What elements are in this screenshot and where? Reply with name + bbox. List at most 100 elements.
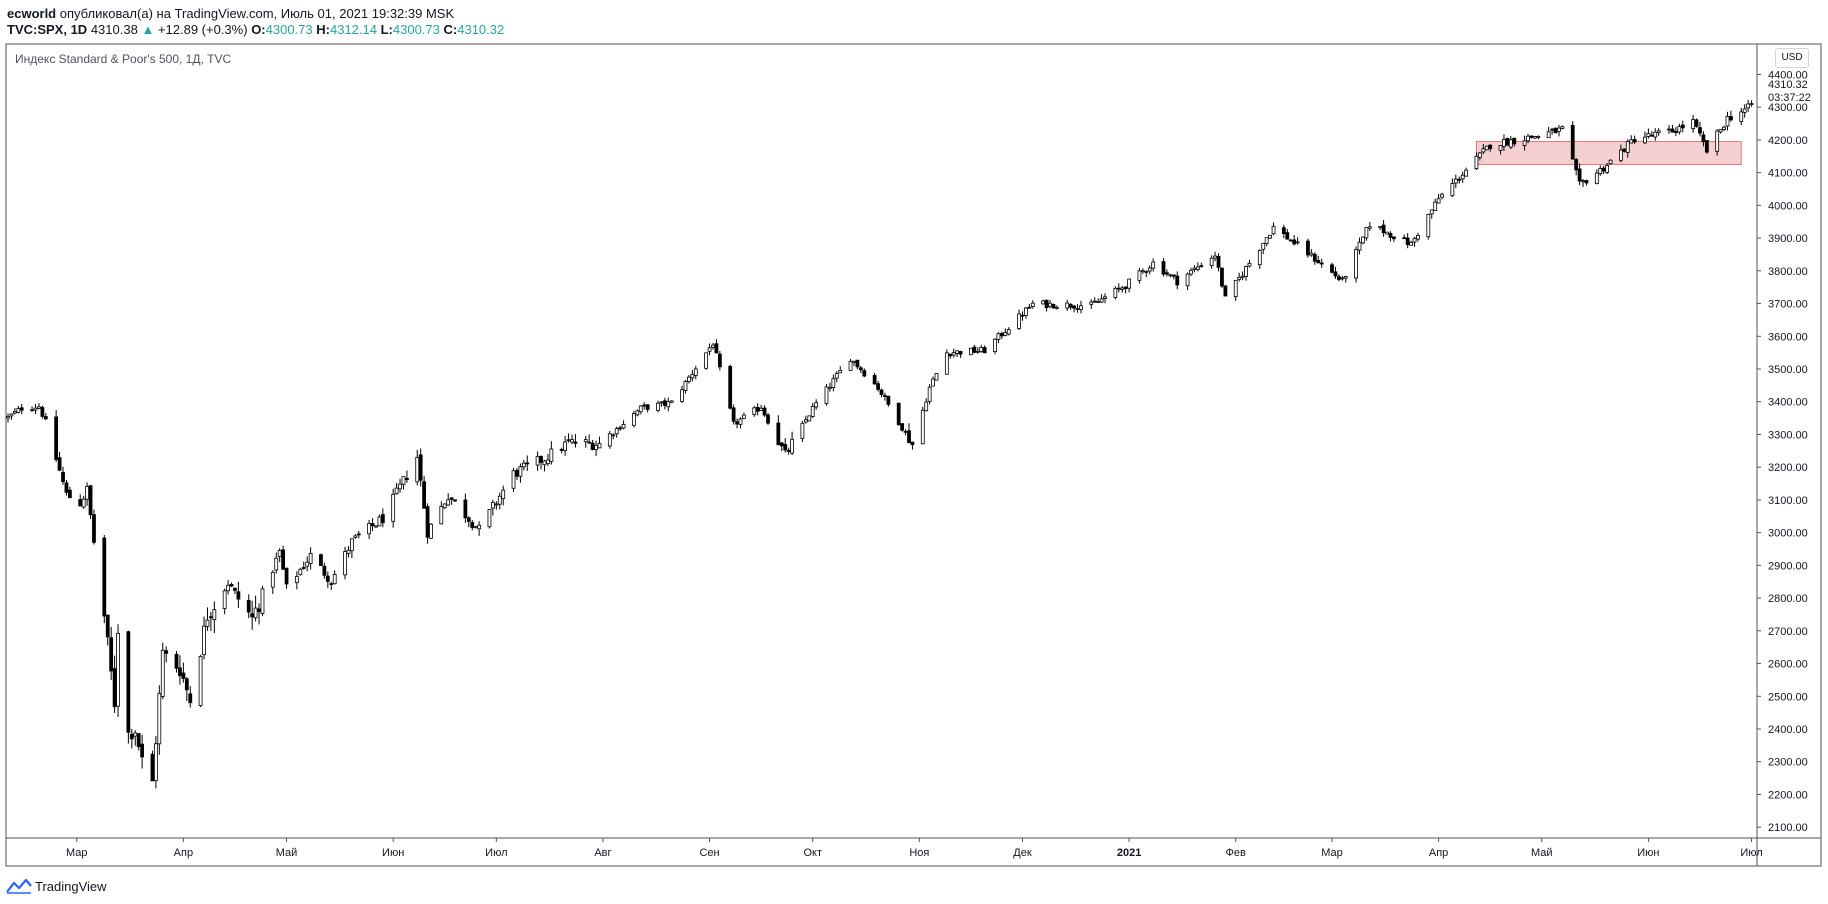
footer-brand[interactable]: TradingView <box>6 876 107 896</box>
candle[interactable] <box>1722 125 1726 132</box>
candle[interactable] <box>738 417 743 429</box>
candle[interactable] <box>618 425 623 431</box>
candle[interactable] <box>30 406 34 412</box>
candle[interactable] <box>786 447 791 455</box>
candle[interactable] <box>511 467 516 493</box>
candle[interactable] <box>669 400 674 404</box>
candle[interactable] <box>573 434 578 448</box>
candle[interactable] <box>284 567 289 589</box>
candle[interactable] <box>659 400 664 407</box>
candle[interactable] <box>305 556 310 572</box>
candle[interactable] <box>233 587 237 594</box>
candle[interactable] <box>1577 163 1582 186</box>
candle[interactable] <box>1237 272 1242 282</box>
candle[interactable] <box>1147 265 1152 275</box>
candle[interactable] <box>711 342 715 350</box>
candle[interactable] <box>277 548 282 563</box>
candle[interactable] <box>931 376 935 387</box>
candle[interactable] <box>1536 135 1541 140</box>
candle[interactable] <box>1691 115 1695 133</box>
candle[interactable] <box>752 405 757 417</box>
candle[interactable] <box>501 485 506 506</box>
candle[interactable] <box>1216 253 1221 272</box>
candle[interactable] <box>253 595 258 622</box>
candle[interactable] <box>1137 268 1142 284</box>
candle[interactable] <box>883 392 887 401</box>
candle[interactable] <box>642 402 647 410</box>
candle[interactable] <box>470 520 475 531</box>
candle[interactable] <box>1416 232 1420 242</box>
candle[interactable] <box>1385 231 1389 235</box>
candle[interactable] <box>367 519 371 540</box>
candle[interactable] <box>824 383 829 406</box>
candle[interactable] <box>852 360 856 366</box>
candle[interactable] <box>972 344 977 354</box>
candle[interactable] <box>1223 284 1228 297</box>
candle[interactable] <box>1161 258 1166 277</box>
candle[interactable] <box>1553 127 1558 134</box>
candle[interactable] <box>790 431 794 456</box>
candle[interactable] <box>858 365 863 374</box>
candle[interactable] <box>1429 209 1434 219</box>
candle[interactable] <box>1594 169 1599 185</box>
candle[interactable] <box>19 403 24 415</box>
candle[interactable] <box>583 435 588 448</box>
candle[interactable] <box>473 526 478 529</box>
candle[interactable] <box>810 403 815 419</box>
candle[interactable] <box>1079 300 1083 314</box>
candle[interactable] <box>1574 158 1579 176</box>
candle[interactable] <box>350 538 354 559</box>
candle[interactable] <box>150 750 155 782</box>
candle[interactable] <box>1281 224 1286 239</box>
candle[interactable] <box>226 580 230 595</box>
candle[interactable] <box>1704 140 1709 154</box>
candle[interactable] <box>1701 131 1706 147</box>
candle[interactable] <box>1357 237 1362 255</box>
candle[interactable] <box>707 343 712 356</box>
candle[interactable] <box>1068 303 1073 310</box>
candle[interactable] <box>1054 305 1059 310</box>
candle[interactable] <box>329 581 334 590</box>
candle[interactable] <box>714 339 719 354</box>
candle[interactable] <box>1601 165 1606 175</box>
candle[interactable] <box>1436 193 1441 204</box>
candle[interactable] <box>717 350 722 371</box>
candle[interactable] <box>1412 236 1417 247</box>
candle[interactable] <box>1546 126 1551 139</box>
candle[interactable] <box>394 482 399 495</box>
candle[interactable] <box>319 553 323 567</box>
candle[interactable] <box>614 426 619 438</box>
candle[interactable] <box>164 646 169 663</box>
candle[interactable] <box>1017 309 1021 331</box>
candle[interactable] <box>160 642 165 700</box>
candle[interactable] <box>1165 269 1169 277</box>
candle[interactable] <box>535 451 540 471</box>
candle[interactable] <box>855 359 860 370</box>
candle[interactable] <box>1557 124 1561 137</box>
candle[interactable] <box>1508 136 1513 150</box>
candle[interactable] <box>1092 297 1097 303</box>
candle[interactable] <box>281 545 286 570</box>
candle[interactable] <box>807 415 812 422</box>
candle[interactable] <box>1361 236 1365 245</box>
candle[interactable] <box>308 547 313 570</box>
candle[interactable] <box>834 371 839 383</box>
candle[interactable] <box>759 404 764 411</box>
candle[interactable] <box>1477 151 1482 161</box>
candle[interactable] <box>1333 266 1338 279</box>
candle[interactable] <box>632 410 636 428</box>
candle[interactable] <box>466 516 471 528</box>
candle[interactable] <box>1185 272 1190 291</box>
candle[interactable] <box>1030 300 1035 309</box>
candle[interactable] <box>838 366 843 374</box>
candle[interactable] <box>9 413 14 420</box>
candle[interactable] <box>680 385 684 404</box>
candle[interactable] <box>1116 283 1121 293</box>
candle[interactable] <box>64 479 69 496</box>
candle[interactable] <box>1175 271 1180 290</box>
candle[interactable] <box>1649 131 1654 137</box>
candle[interactable] <box>683 380 688 394</box>
candle[interactable] <box>924 398 929 412</box>
candle[interactable] <box>133 730 138 746</box>
candle[interactable] <box>116 624 120 717</box>
